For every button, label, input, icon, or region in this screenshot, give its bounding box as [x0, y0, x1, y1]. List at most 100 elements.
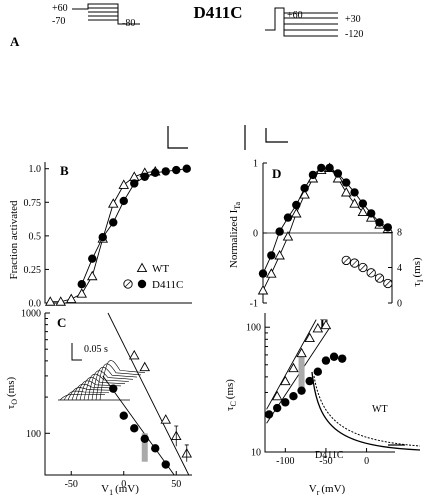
panel-d-point — [349, 198, 360, 208]
panel-e-shaded-bar — [298, 353, 305, 391]
protocol-left — [72, 3, 140, 25]
panel-b-point — [172, 165, 181, 175]
panel-d-point-slash — [376, 274, 383, 282]
panel-d-point — [275, 227, 284, 236]
panel-e-point — [264, 410, 274, 419]
panel-b-legend-marker-wt — [136, 262, 148, 273]
panel-e-point — [304, 332, 315, 343]
panel-d-right-ytick-label: 0 — [397, 299, 402, 310]
panel-e-point — [329, 352, 339, 361]
panel-c-shaded-bar — [141, 433, 148, 462]
panel-e-point — [321, 356, 331, 365]
panel-d-point — [283, 213, 293, 222]
protocol-left-v3: -80 — [122, 18, 135, 29]
panel-d-point — [375, 218, 384, 227]
scale-bar-a-right — [244, 125, 288, 150]
panel-c-point — [161, 460, 170, 469]
protocol-right-v3: -120 — [345, 29, 363, 40]
panel-d-point — [291, 207, 302, 218]
panel-d-point — [358, 262, 368, 273]
panel-b-ytick-label: 0.25 — [24, 265, 42, 276]
panel-e-ylabel: τC(ms) — [224, 379, 238, 411]
panel-d-right-ytick-label: 8 — [397, 228, 402, 239]
panel-d-point-slash — [351, 259, 358, 267]
panel-c-point — [160, 414, 172, 424]
panel-e-ytick-label: 100 — [246, 323, 261, 334]
panel-e-inset-trace-d411c — [313, 375, 421, 447]
panel-c-chart: 100 1000 -50 0 50 — [21, 309, 193, 490]
panel-b-ytick-label: 1.0 — [29, 164, 42, 175]
panel-c-inset-trace — [63, 390, 110, 401]
panel-label-d: D — [272, 166, 281, 181]
panel-label-b: B — [60, 163, 69, 178]
panel-c-inset-trace — [75, 380, 122, 401]
panel-d-point — [332, 172, 344, 183]
panel-d-ytick-label: 0 — [253, 229, 258, 240]
panel-b-legend-label-d411c: D411C — [152, 279, 183, 291]
panel-d-point — [341, 255, 351, 266]
panel-b-point — [151, 168, 160, 177]
panel-d-point — [317, 163, 326, 173]
panel-c-inset-trace — [87, 370, 134, 401]
panel-b-point — [65, 293, 77, 304]
panel-d-point — [308, 170, 318, 180]
panel-b-point — [55, 296, 67, 306]
panel-c-inset-trace — [83, 373, 130, 401]
panel-e-point — [337, 354, 347, 363]
panel-e-point — [288, 362, 299, 373]
panel-d-point — [266, 268, 277, 278]
panel-c-point — [130, 424, 139, 433]
panel-c-inset-trace — [91, 366, 138, 401]
panel-d-right-ytick-label: 4 — [397, 263, 402, 274]
panel-e-point — [289, 392, 298, 401]
scale-bar-a-left — [167, 126, 188, 149]
panel-d-point — [325, 163, 334, 173]
panel-e-point — [281, 398, 290, 407]
panel-c-error-bar — [174, 425, 179, 447]
panel-b-legend-label-wt: WT — [152, 263, 169, 275]
panel-b-point — [98, 233, 107, 242]
panel-e-point — [305, 376, 314, 386]
panel-b-ytick-label: 0.0 — [29, 299, 42, 310]
panel-c-point — [140, 434, 149, 443]
panel-b-point — [88, 254, 97, 263]
panel-b-point — [119, 196, 128, 206]
protocol-right-v2: +30 — [345, 14, 361, 25]
panel-e-inset — [311, 371, 421, 451]
panel-b-point — [86, 270, 98, 281]
panel-c-point — [128, 349, 140, 360]
panel-d-right-ylabel: τI(ms) — [411, 257, 425, 287]
panel-c-inset-trace — [67, 387, 114, 401]
panel-d-point — [267, 251, 276, 260]
panel-e-xtick-label: -100 — [276, 456, 294, 467]
panel-label-a: A — [10, 34, 20, 49]
panel-d-point — [292, 200, 301, 210]
panel-c-xtick-label: 0 — [121, 479, 126, 490]
panel-d-point — [333, 169, 343, 178]
panel-b-point — [44, 296, 56, 306]
panel-c-inset-traces — [58, 360, 146, 401]
panel-d-point-slash — [367, 269, 375, 277]
panel-c-error-bar — [184, 444, 189, 462]
panel-c-xlabel: V1 (mV) — [101, 483, 139, 497]
panel-e-ytick-label: 10 — [251, 448, 261, 459]
panel-b-point — [140, 172, 149, 181]
panel-d-point — [282, 231, 294, 241]
panel-d-point — [358, 199, 368, 208]
panel-d-point — [342, 178, 351, 187]
panel-c-ytick-label: 100 — [26, 429, 41, 440]
panel-c-ytick-label: 1000 — [21, 309, 41, 320]
panel-d-point-slash — [359, 264, 367, 271]
panel-b-point — [107, 198, 119, 208]
protocol-right — [265, 7, 338, 37]
panel-b-point — [109, 218, 118, 227]
panel-e-xtick-label: -50 — [319, 456, 332, 467]
panel-c-point — [119, 411, 128, 420]
protocol-left-v1: +60 — [52, 3, 68, 14]
protocol-left-v2: -70 — [52, 16, 65, 27]
panel-e-xlabel: Vr (mV) — [309, 483, 346, 497]
panel-d-point-slash — [342, 257, 350, 264]
panel-e-point — [313, 367, 323, 376]
panel-e-point — [280, 375, 291, 386]
